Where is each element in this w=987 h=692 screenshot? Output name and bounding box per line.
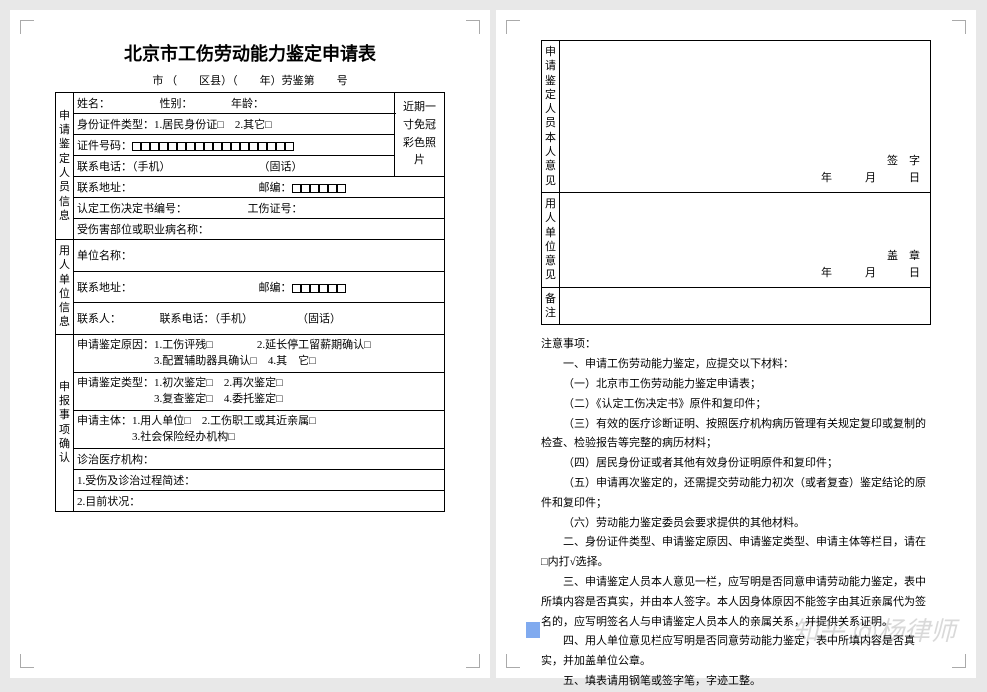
page-2: 申请鉴定人员本人意见 签 字 年 月 日 用人单位意见 盖 章 年 月 日 备注: [496, 10, 976, 678]
opinion-table: 申请鉴定人员本人意见 签 字 年 月 日 用人单位意见 盖 章 年 月 日 备注: [541, 40, 931, 325]
row-contact: 联系人： 联系电话：（手机） （固话）: [74, 303, 445, 335]
row-desc: 1.受伤及诊治过程简述：: [74, 469, 445, 490]
row-hospital: 诊治医疗机构：: [74, 448, 445, 469]
row-idtype: 身份证件类型：1.居民身份证□ 2.其它□: [74, 114, 395, 135]
page-1: 北京市工伤劳动能力鉴定申请表 市 （ 区县）（ 年）劳鉴第 号 申请鉴定人员信息…: [10, 10, 490, 678]
note-item: 二、身份证件类型、申请鉴定原因、申请鉴定类型、申请主体等栏目，请在□内打√选择。: [541, 533, 931, 573]
note-item: 四、用人单位意见栏应写明是否同意劳动能力鉴定，表中所填内容是否真实，并加盖单位公…: [541, 632, 931, 672]
row-empaddr: 联系地址： 邮编：: [74, 271, 445, 303]
row-type: 申请鉴定类型：1.初次鉴定□ 2.再次鉴定□ 3.复查鉴定□ 4.委托鉴定□: [74, 372, 445, 410]
section-employer: 用人单位信息: [56, 240, 74, 335]
row-name: 姓名： 性别： 年龄：: [74, 93, 395, 114]
employer-opinion-cell: 盖 章 年 月 日: [560, 192, 931, 287]
row-status: 2.目前状况：: [74, 490, 445, 511]
date-label: 年 月 日: [821, 172, 920, 184]
row-addr: 联系地址： 邮编：: [74, 177, 445, 198]
note-item: （六）劳动能力鉴定委员会要求提供的其他材料。: [541, 514, 931, 534]
note-item: （一）北京市工伤劳动能力鉴定申请表；: [541, 375, 931, 395]
note-item: （四）居民身份证或者其他有效身份证明原件和复印件；: [541, 454, 931, 474]
row-subject: 申请主体：1.用人单位□ 2.工伤职工或其近亲属□ 3.社会保险经办机构□: [74, 410, 445, 448]
note-item: （三）有效的医疗诊断证明、按照医疗机构病历管理有关规定复印或复制的检查、检验报告…: [541, 415, 931, 455]
date-label-2: 年 月 日: [821, 267, 920, 279]
row-empname: 单位名称：: [74, 240, 445, 272]
seal-label: 盖 章: [887, 250, 920, 262]
note-item: 一、申请工伤劳动能力鉴定，应提交以下材料：: [541, 355, 931, 375]
form-subtitle: 市 （ 区县）（ 年）劳鉴第 号: [55, 72, 445, 88]
section-applicant-opinion: 申请鉴定人员本人意见: [542, 41, 560, 193]
note-item: 三、申请鉴定人员本人意见一栏，应写明是否同意申请劳动能力鉴定，表中所填内容是否真…: [541, 573, 931, 632]
photo-cell: 近期一寸免冠彩色照片: [395, 93, 445, 177]
applicant-opinion-cell: 签 字 年 月 日: [560, 41, 931, 193]
sign-label: 签 字: [887, 155, 920, 167]
note-item: （五）申请再次鉴定的，还需提交劳动能力初次（或者复查）鉴定结论的原件和复印件；: [541, 474, 931, 514]
application-form: 申请鉴定人员信息 姓名： 性别： 年龄： 近期一寸免冠彩色照片 身份证件类型：1…: [55, 92, 445, 512]
form-title: 北京市工伤劳动能力鉴定申请表: [55, 40, 445, 66]
row-doc: 认定工伤决定书编号： 工伤证号：: [74, 198, 445, 219]
page-indicator-icon: [526, 622, 540, 638]
section-employer-opinion: 用人单位意见: [542, 192, 560, 287]
section-applicant: 申请鉴定人员信息: [56, 93, 74, 240]
notes-title: 注意事项：: [541, 335, 931, 355]
notes-block: 注意事项： 一、申请工伤劳动能力鉴定，应提交以下材料：（一）北京市工伤劳动能力鉴…: [541, 335, 931, 691]
note-item: （二）《认定工伤决定书》原件和复印件；: [541, 395, 931, 415]
note-item: 五、填表请用钢笔或签字笔，字迹工整。: [541, 672, 931, 692]
row-idno: 证件号码：: [74, 135, 395, 156]
row-phone: 联系电话：（手机） （固话）: [74, 156, 395, 177]
row-reason: 申请鉴定原因：1.工伤评残□ 2.延长停工留薪期确认□ 3.配置辅助器具确认□ …: [74, 334, 445, 372]
section-items: 申报事项确认: [56, 334, 74, 511]
row-part: 受伤害部位或职业病名称：: [74, 219, 445, 240]
section-remarks: 备注: [542, 287, 560, 325]
remarks-cell: [560, 287, 931, 325]
